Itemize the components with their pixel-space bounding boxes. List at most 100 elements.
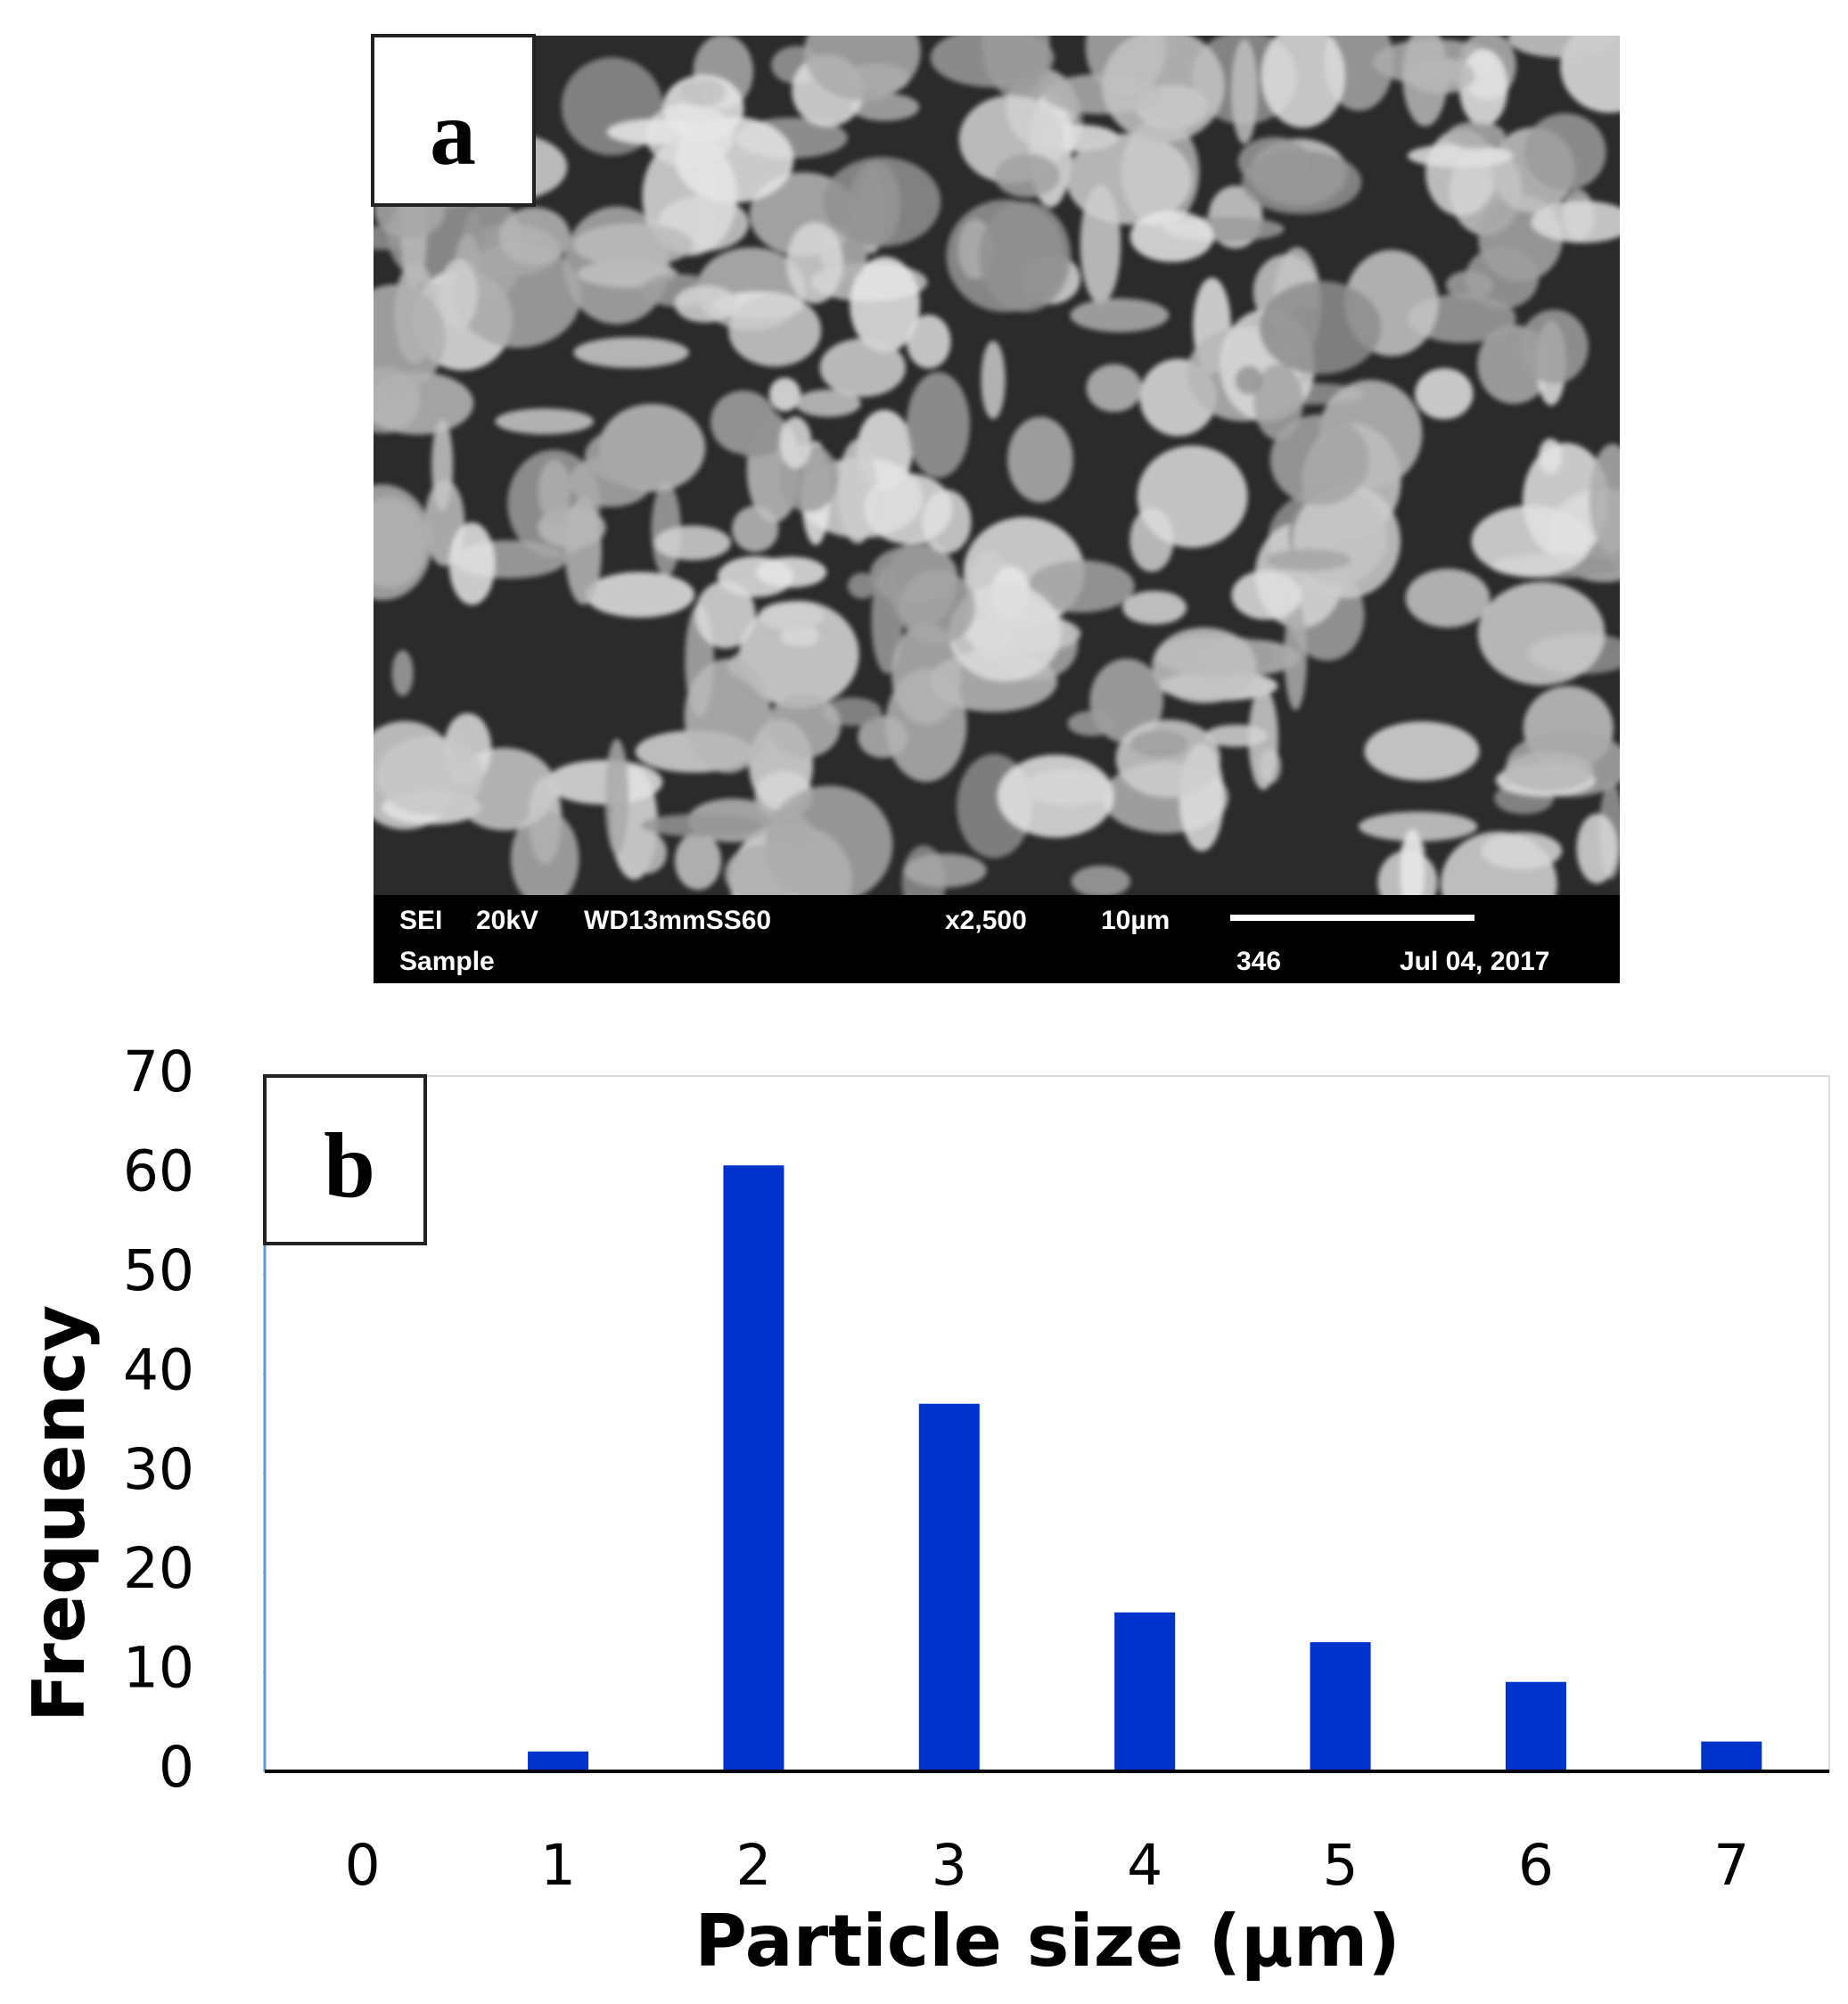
particle	[1458, 49, 1508, 127]
particle	[1266, 548, 1351, 571]
particle	[981, 341, 1006, 420]
particle	[1253, 364, 1303, 440]
particle	[823, 157, 941, 247]
particle	[1576, 813, 1618, 883]
particle	[979, 201, 1072, 313]
particle	[1231, 570, 1302, 620]
particle	[1027, 560, 1135, 612]
particle	[786, 221, 843, 304]
panel-label-box	[263, 1074, 427, 1245]
particle	[1519, 309, 1589, 384]
x-axis-title: Particle size (µm)	[694, 1900, 1400, 1983]
particle	[767, 693, 842, 759]
bar	[918, 1403, 980, 1771]
particle	[1415, 367, 1474, 420]
particle	[804, 36, 921, 102]
particle	[768, 377, 801, 412]
particle	[684, 659, 771, 774]
particle	[374, 284, 447, 392]
particle	[1524, 113, 1606, 191]
particle	[374, 497, 428, 588]
particle	[1129, 210, 1214, 262]
particle	[439, 259, 479, 329]
particle	[1067, 710, 1116, 736]
particle	[930, 36, 1055, 87]
particle	[1589, 443, 1620, 554]
sem-info: 10µm	[1101, 906, 1170, 935]
particle	[949, 583, 1062, 682]
particle	[779, 416, 812, 469]
x-tick-label: 1	[540, 1833, 576, 1898]
particle	[1405, 569, 1491, 628]
y-tick-label: 0	[159, 1735, 194, 1800]
sem-info-bar	[374, 895, 1620, 983]
particle	[510, 809, 579, 895]
x-tick-label: 0	[345, 1833, 381, 1898]
scale-bar	[1230, 915, 1474, 921]
particle	[604, 738, 629, 856]
particle	[391, 650, 414, 696]
y-tick-label: 20	[123, 1536, 194, 1601]
particle	[564, 497, 602, 605]
particle	[1402, 36, 1449, 127]
particle	[584, 425, 688, 486]
particle	[626, 831, 667, 875]
particle	[431, 419, 454, 512]
x-tick-label: 3	[932, 1833, 967, 1898]
particle	[758, 601, 825, 630]
sem-info: Sample	[399, 947, 495, 976]
particle	[1129, 729, 1188, 758]
particle	[863, 473, 953, 545]
particle	[1235, 365, 1263, 395]
particle	[585, 571, 695, 618]
particle	[1447, 121, 1506, 150]
particle	[1204, 724, 1269, 747]
y-axis-title: Frequency	[18, 1305, 101, 1722]
particle	[538, 459, 571, 523]
panel-label: a	[430, 82, 476, 185]
particle	[1284, 600, 1307, 710]
particle	[1560, 36, 1620, 113]
x-tick-label: 6	[1518, 1833, 1554, 1898]
particle	[694, 580, 756, 649]
particle	[675, 116, 794, 203]
particle	[448, 522, 496, 605]
particle	[1400, 829, 1425, 895]
bar	[1310, 1642, 1371, 1771]
bar	[1505, 1681, 1566, 1771]
particle	[1071, 865, 1130, 895]
y-tick-label: 70	[123, 1039, 194, 1105]
particle	[1269, 415, 1369, 505]
particle	[1407, 144, 1514, 168]
particle	[725, 844, 805, 895]
sem-info: x2,500	[945, 906, 1027, 935]
particle	[1358, 811, 1478, 842]
particle	[1152, 627, 1257, 703]
particle	[906, 315, 951, 369]
particle	[1477, 581, 1606, 686]
particle	[1231, 39, 1258, 144]
sem-info: 20kV	[476, 906, 538, 935]
sem-particles	[374, 36, 1620, 895]
particle	[1441, 831, 1557, 895]
sem-info: Jul 04, 2017	[1400, 947, 1549, 976]
particle	[850, 256, 921, 353]
particle	[728, 294, 822, 367]
y-tick-label: 10	[123, 1636, 194, 1701]
particle	[1471, 505, 1592, 578]
sem-info: SEI	[399, 906, 442, 935]
bar	[1701, 1741, 1762, 1771]
particle	[1007, 416, 1073, 503]
particle	[1086, 364, 1143, 413]
bar	[1114, 1612, 1176, 1771]
sem-info: WD13mmSS60	[584, 906, 771, 935]
y-tick-label: 40	[123, 1337, 194, 1402]
plot-area	[264, 1075, 1830, 1772]
x-tick-label: 4	[1127, 1833, 1162, 1898]
particle	[899, 569, 976, 645]
particle	[376, 735, 483, 816]
chart	[264, 1075, 1830, 1772]
x-tick-label: 5	[1323, 1833, 1359, 1898]
particle	[903, 853, 987, 888]
